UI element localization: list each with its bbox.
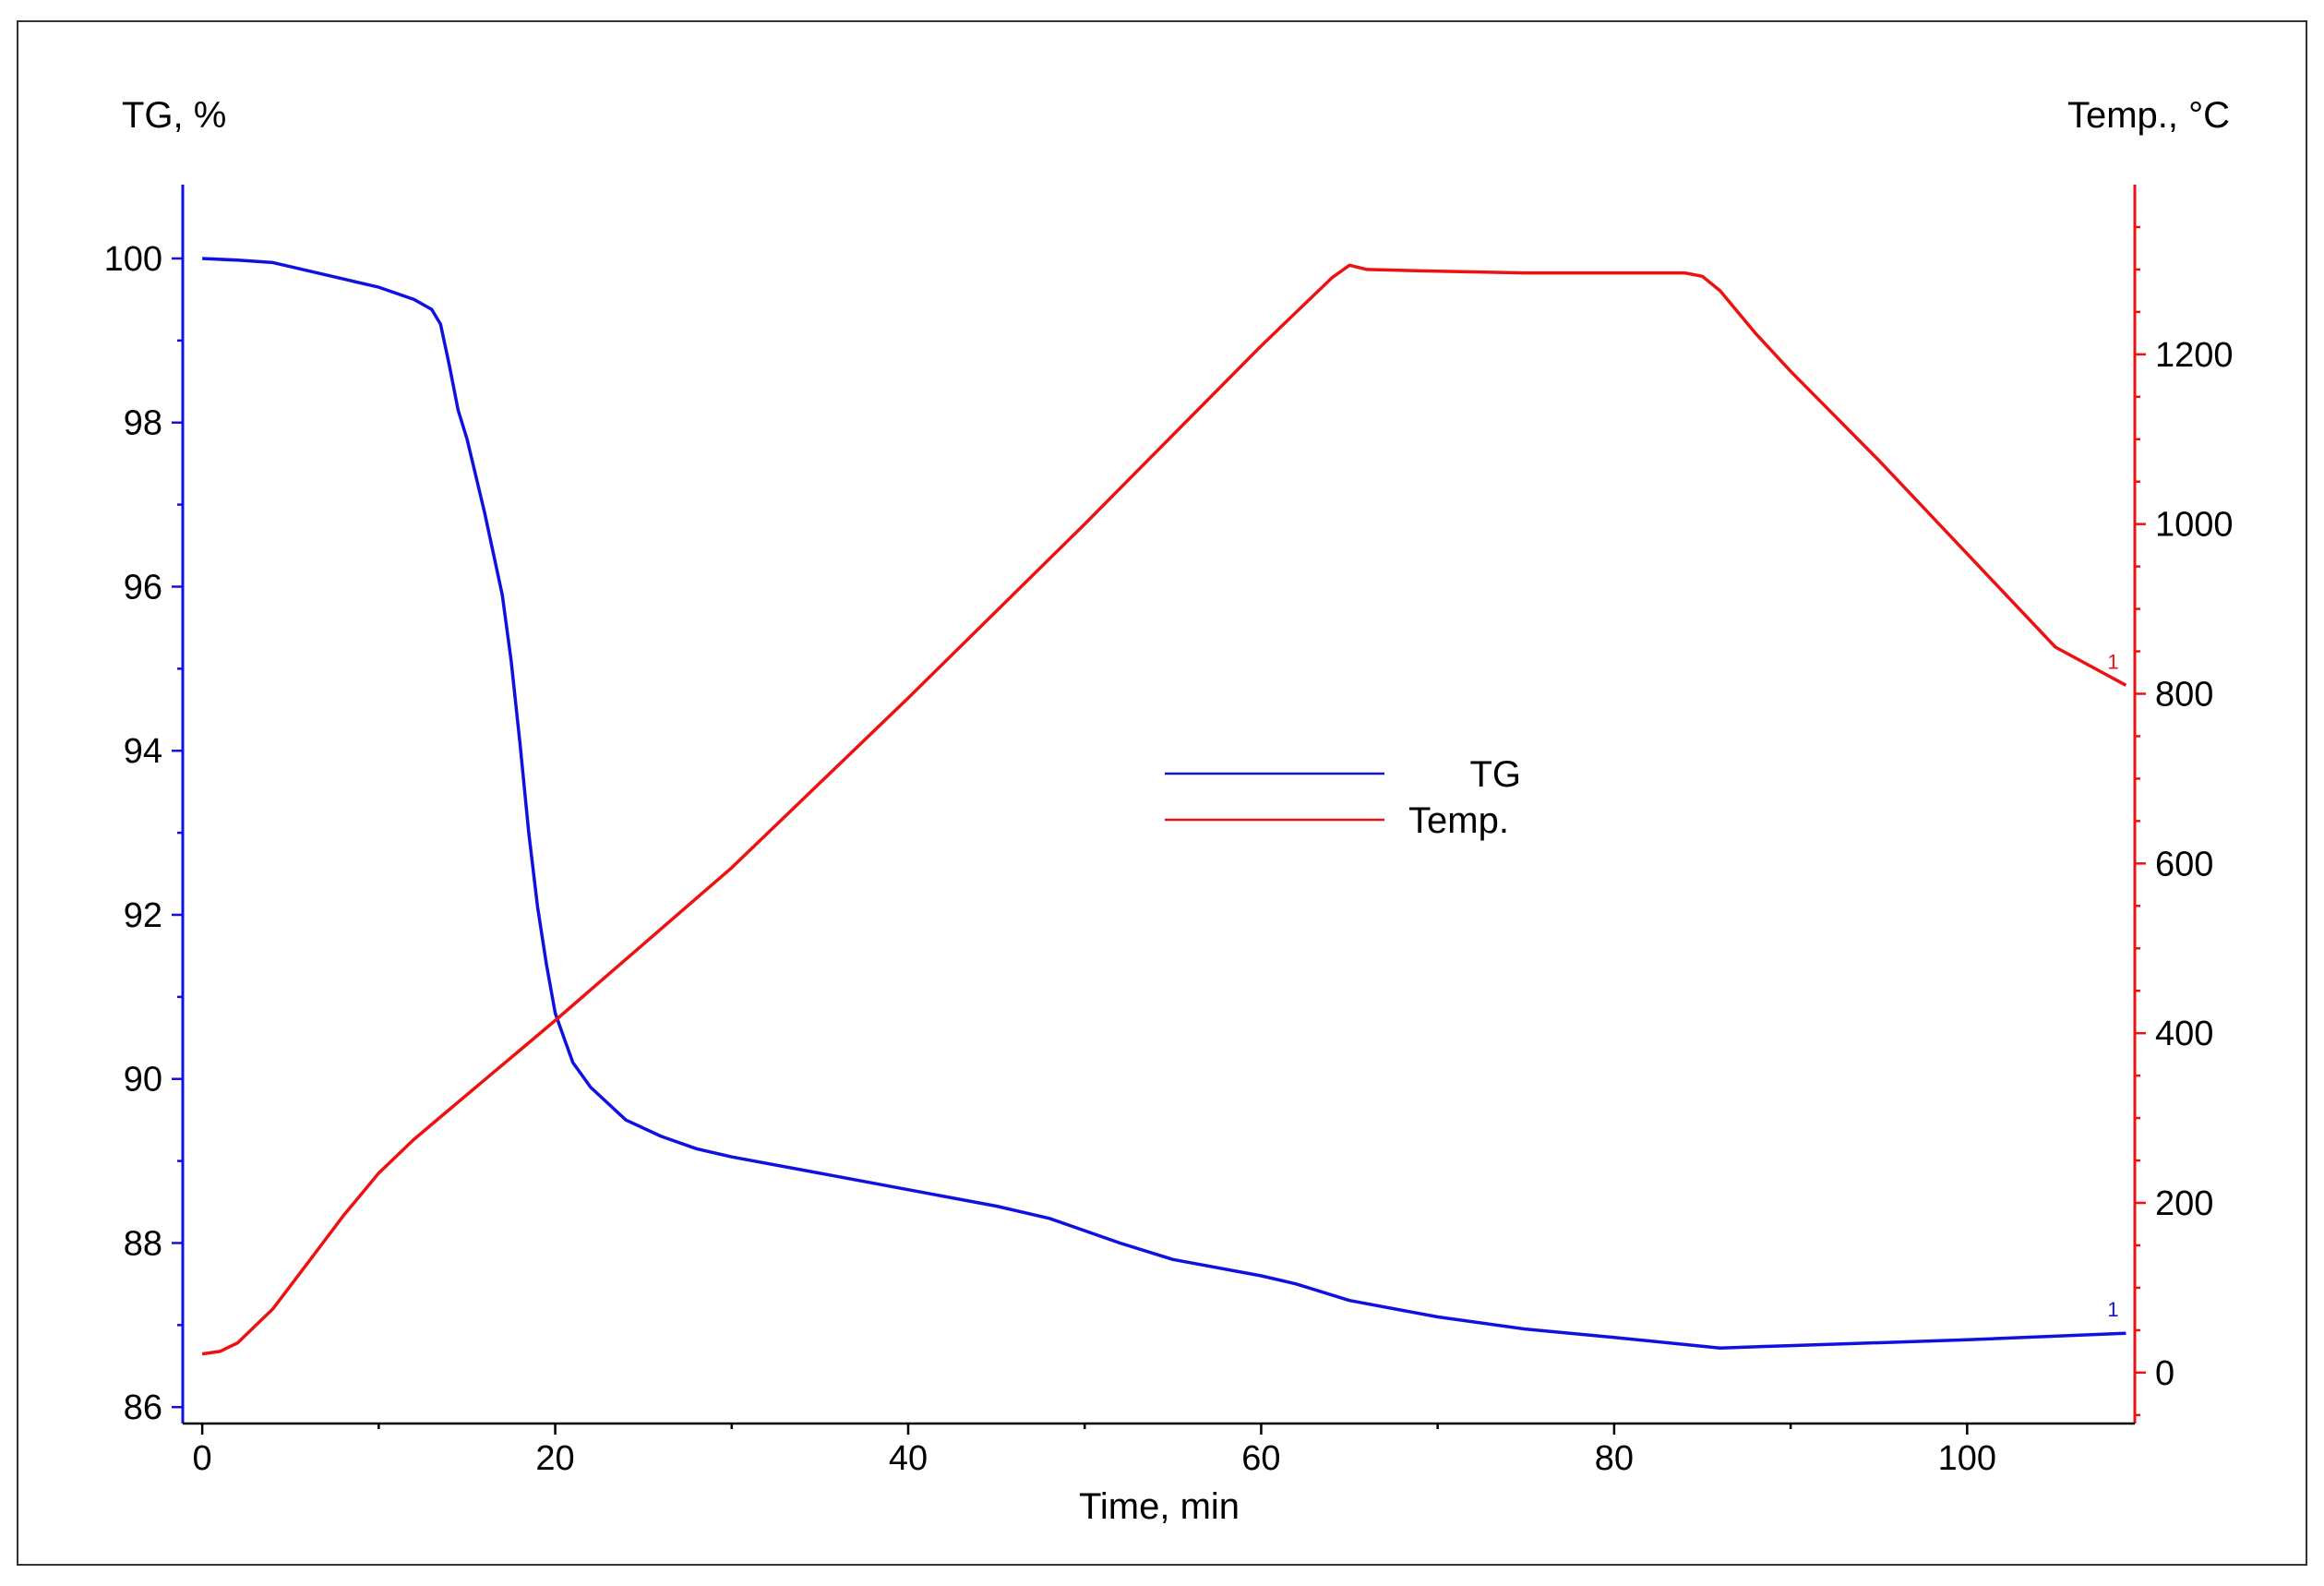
right-y-tick-label: 200: [2155, 1184, 2213, 1223]
left-y-tick-label: 94: [124, 732, 162, 771]
x-tick-label: 60: [1241, 1439, 1280, 1478]
right-y-tick-label: 0: [2155, 1354, 2174, 1393]
x-tick-label: 80: [1595, 1439, 1634, 1478]
right-y-tick-label: 400: [2155, 1015, 2213, 1053]
left-y-tick-label: 100: [104, 240, 162, 279]
x-tick-label: 100: [1938, 1439, 1996, 1478]
left-axis-title: TG, %: [122, 95, 226, 136]
x-axis-title: Time, min: [1079, 1486, 1240, 1527]
plot-area: 11: [201, 257, 2127, 1356]
left-y-tick-label: 98: [124, 404, 162, 443]
tg-series-line: [202, 257, 2126, 1350]
x-tick-label: 40: [889, 1439, 928, 1478]
right-y-tick-label: 1000: [2155, 506, 2234, 545]
left-y-tick-label: 92: [124, 896, 162, 935]
left-y-tick-label: 88: [124, 1224, 162, 1263]
right-y-tick-label: 1200: [2155, 336, 2234, 375]
left-y-tick-label: 86: [124, 1388, 162, 1427]
left-y-tick-label: 90: [124, 1061, 162, 1099]
right-y-tick-label: 800: [2155, 676, 2213, 715]
temp-series-line: [201, 263, 2127, 1356]
chart-frame: [17, 20, 2307, 1566]
x-tick-label: 20: [535, 1439, 574, 1478]
right-axis-title: Temp., °C: [2067, 95, 2230, 136]
legend-label-tg: TG: [1469, 754, 1521, 795]
temp-end-marker: 1: [2107, 650, 2118, 673]
tg-end-marker: 1: [2107, 1298, 2118, 1321]
x-tick-label: 0: [193, 1439, 212, 1478]
legend-label-temp: Temp.: [1408, 800, 1509, 841]
left-y-tick-label: 96: [124, 568, 162, 607]
legend: TG Temp.: [1165, 754, 1521, 841]
right-y-tick-label: 600: [2155, 845, 2213, 883]
